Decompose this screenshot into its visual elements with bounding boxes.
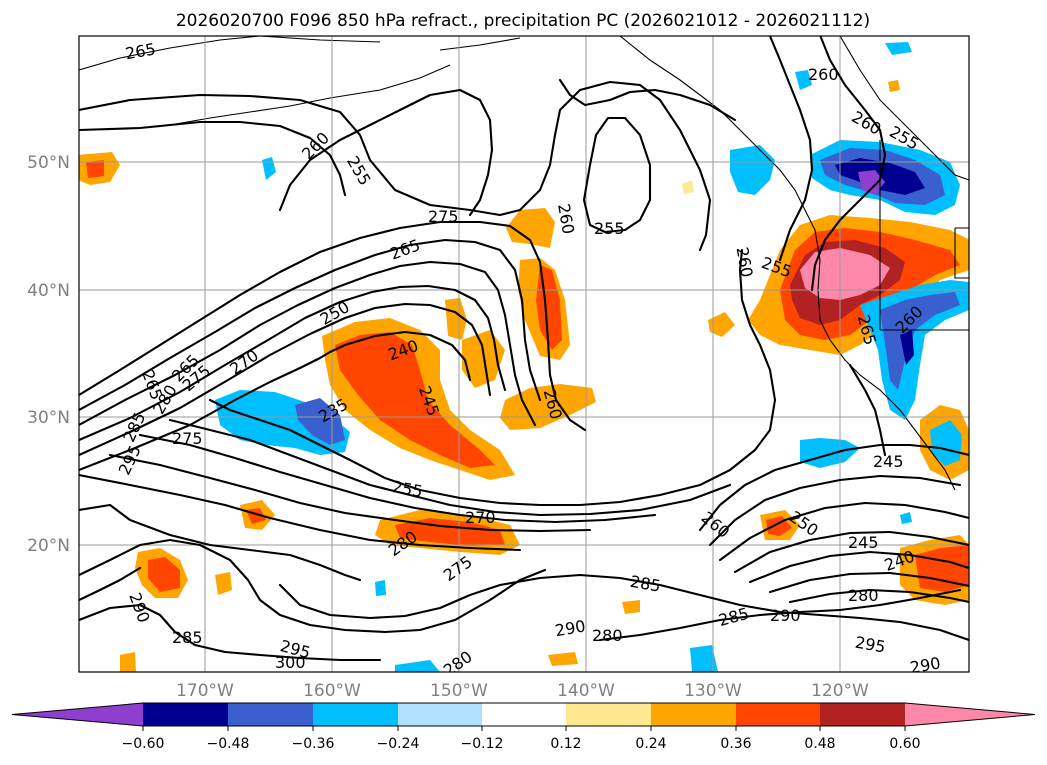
contour-labels: 265 260 255 275 265 260 255 260 255 260 …	[115, 39, 942, 677]
colorbar-ticks	[142, 726, 906, 731]
refractivity-contours	[79, 36, 969, 662]
colorbar-tick-label: −0.12	[461, 736, 504, 752]
contour-label: 275	[172, 429, 203, 448]
colorbar-bin	[482, 703, 566, 726]
contour-label: 300	[275, 653, 306, 672]
colorbar-tick-label: −0.48	[207, 736, 250, 752]
colorbar-tick-label: 0.12	[550, 736, 581, 752]
colorbar-tick-label: 0.36	[720, 736, 751, 752]
contour-label: 290	[770, 606, 801, 625]
map-plot-area: 265 260 255 275 265 260 255 260 255 260 …	[79, 36, 969, 677]
colorbar-tick-label: 0.60	[889, 736, 920, 752]
colorbar-max-extend	[905, 703, 1035, 726]
contour-label: 285	[172, 628, 203, 647]
lat-label: 40°N	[27, 281, 70, 301]
colorbar-tick-label: −0.24	[377, 736, 420, 752]
lon-label: 120°W	[811, 681, 869, 701]
lat-label: 50°N	[27, 153, 70, 173]
colorbar-bin	[566, 703, 651, 726]
map-frame	[78, 35, 970, 673]
contour-label: 260	[808, 65, 839, 84]
contour-label: 280	[848, 586, 879, 605]
colorbar-bin	[228, 703, 313, 726]
lon-label: 140°W	[557, 681, 615, 701]
lon-label: 130°W	[684, 681, 742, 701]
colorbar-bin	[736, 703, 820, 726]
contour-label: 245	[873, 452, 904, 471]
map-title: 2026020700 F096 850 hPa refract., precip…	[176, 11, 870, 31]
colorbar-bin	[313, 703, 398, 726]
colorbar-tick-label: 0.24	[635, 736, 666, 752]
colorbar-bin	[398, 703, 482, 726]
colorbar-min-extend	[12, 703, 143, 726]
lon-label: 170°W	[176, 681, 234, 701]
contour-label: 270	[465, 508, 496, 527]
colorbar-tick-label: −0.60	[122, 736, 165, 752]
colorbar-tick-label: −0.36	[292, 736, 335, 752]
longitude-labels: 170°W 160°W 150°W 140°W 130°W 120°W	[176, 681, 869, 701]
contour-label: 255	[594, 219, 625, 238]
lon-label: 150°W	[430, 681, 488, 701]
contour-label: 275	[428, 207, 459, 226]
colorbar: −0.60 −0.48 −0.36 −0.24 −0.12 0.12 0.24 …	[11, 702, 1036, 752]
graticule	[79, 36, 969, 672]
colorbar-bin	[143, 703, 228, 726]
contour-label: 245	[848, 533, 879, 552]
colorbar-bin	[820, 703, 905, 726]
colorbar-tick-label: 0.48	[804, 736, 835, 752]
contour-label: 290	[909, 653, 942, 677]
lat-label: 30°N	[27, 408, 70, 428]
colorbar-bin	[651, 703, 736, 726]
contour-label: 280	[592, 626, 623, 645]
lat-label: 20°N	[27, 536, 70, 556]
lon-label: 160°W	[303, 681, 361, 701]
latitude-labels: 50°N 40°N 30°N 20°N	[27, 153, 70, 556]
